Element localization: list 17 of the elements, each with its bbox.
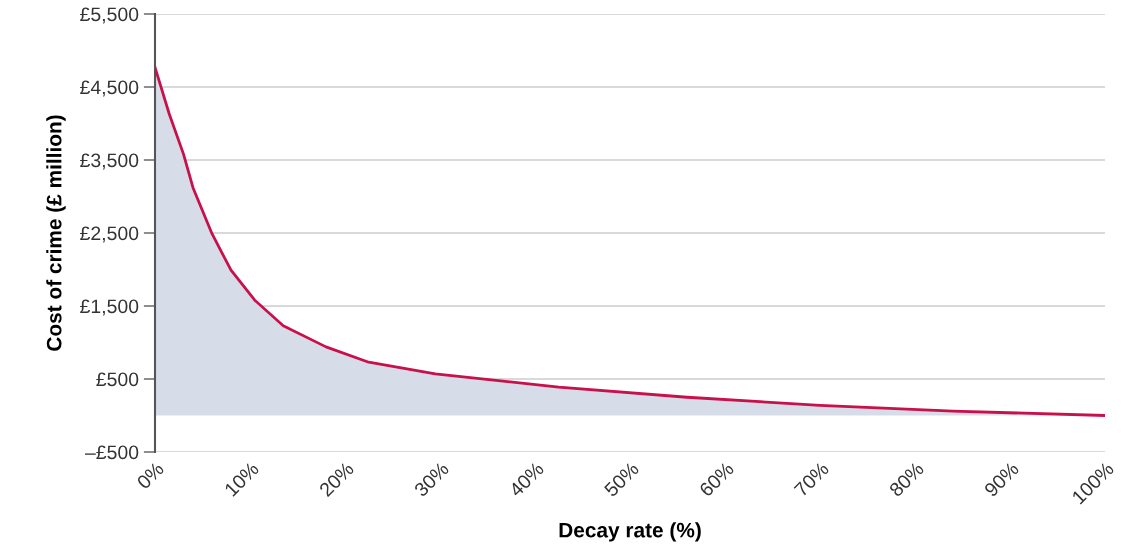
x-tick-label: 0% bbox=[136, 461, 165, 490]
y-axis-title: Cost of crime (£ million) bbox=[46, 115, 66, 351]
y-tick-label: £4,500 bbox=[80, 80, 139, 97]
y-tick-label: £3,500 bbox=[80, 153, 139, 170]
x-tick-label: 40% bbox=[508, 461, 545, 498]
x-tick-label: 60% bbox=[698, 461, 735, 498]
x-tick-label: 70% bbox=[793, 461, 830, 498]
x-tick-label: 30% bbox=[413, 461, 450, 498]
x-axis-title: Decay rate (%) bbox=[559, 522, 701, 542]
y-tick-label: £1,500 bbox=[80, 299, 139, 316]
y-tick-label: –£500 bbox=[84, 445, 139, 460]
x-tick-label: 50% bbox=[603, 461, 640, 498]
x-tick-label: 80% bbox=[888, 461, 925, 498]
y-tick-label: £500 bbox=[96, 372, 139, 387]
x-tick-label: 90% bbox=[983, 461, 1020, 498]
y-tick-label: £5,500 bbox=[80, 7, 139, 24]
y-tick-label: £2,500 bbox=[80, 226, 139, 243]
